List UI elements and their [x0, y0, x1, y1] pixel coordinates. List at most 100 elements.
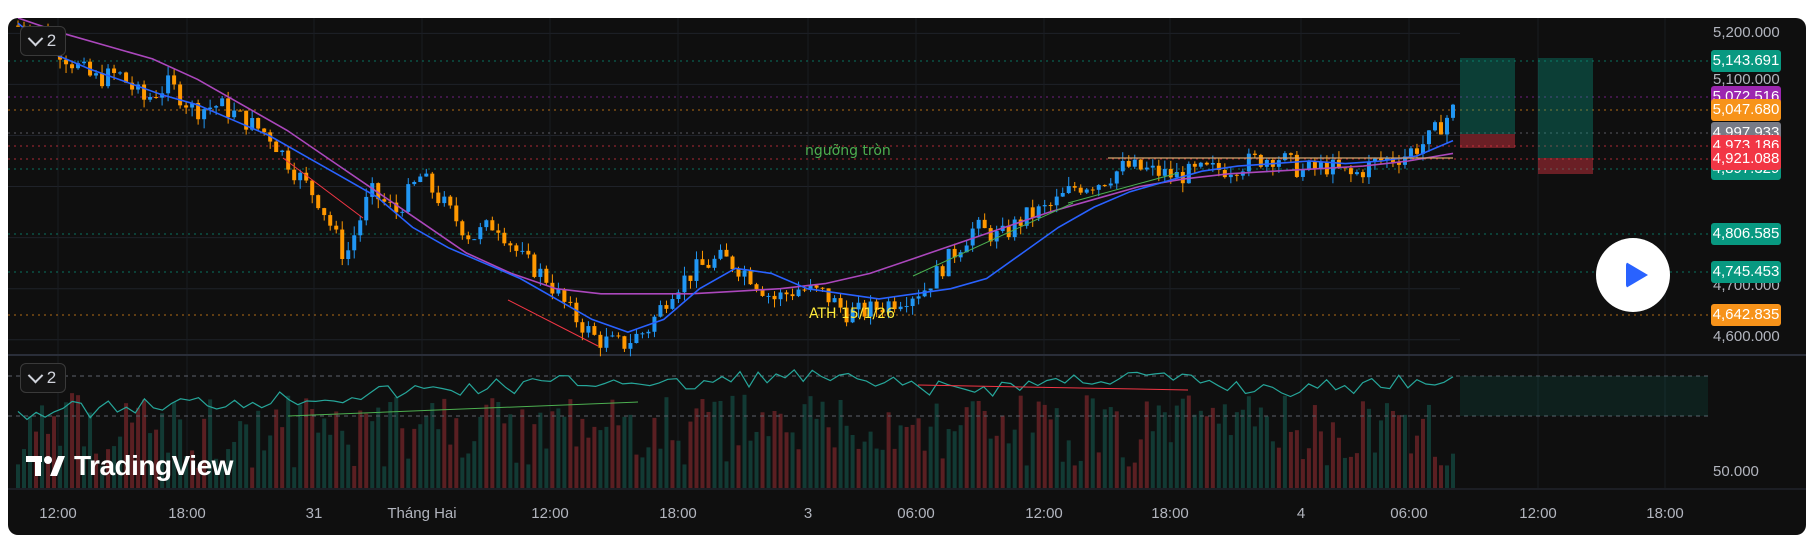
chevron-down-icon: [27, 367, 44, 383]
candle-body: [1348, 168, 1353, 175]
volume-bar: [712, 401, 717, 488]
volume-bar: [874, 448, 879, 488]
chart-canvas[interactable]: [8, 18, 1806, 535]
candle-body: [244, 110, 249, 130]
candle-body: [1408, 148, 1413, 157]
volume-bar: [502, 423, 507, 488]
candle-body: [940, 266, 945, 277]
volume-bar: [580, 418, 585, 488]
candle-body: [916, 296, 921, 299]
candle-body: [532, 254, 537, 277]
candle-body: [256, 118, 261, 129]
collapse-indicator-pane-button[interactable]: 2: [20, 363, 66, 393]
candle-body: [466, 235, 471, 240]
volume-bar: [1030, 432, 1035, 488]
candle-body: [418, 176, 423, 182]
volume-bar: [328, 434, 333, 488]
candle-body: [718, 249, 723, 259]
volume-bar: [232, 441, 237, 488]
candle-body: [976, 219, 981, 229]
price-axis-label: 5,100.000: [1713, 71, 1780, 88]
volume-bar: [736, 445, 741, 488]
volume-bar: [472, 441, 477, 488]
candle-body: [724, 249, 729, 257]
candle-body: [280, 150, 285, 153]
volume-bar: [1186, 395, 1191, 488]
time-axis-label: 12:00: [1025, 505, 1063, 522]
volume-bar: [670, 440, 675, 488]
volume-bar: [316, 432, 321, 488]
volume-bar: [352, 465, 357, 488]
volume-bar: [106, 449, 111, 488]
price-tag: 4,642.835: [1711, 304, 1781, 326]
time-axis-label: 18:00: [1151, 505, 1189, 522]
candle-body: [568, 301, 573, 303]
volume-bar: [1210, 407, 1215, 488]
long-position-stop: [1538, 158, 1593, 174]
pane-count: 2: [46, 368, 57, 387]
indicator-axis-label: 50.000: [1713, 463, 1759, 480]
candle-body: [778, 292, 783, 300]
candle-body: [1306, 161, 1311, 170]
candle-body: [958, 252, 963, 258]
volume-bar: [262, 450, 267, 488]
volume-bar: [136, 407, 141, 488]
candle-body: [982, 219, 987, 229]
candle-body: [1126, 160, 1131, 167]
candle-body: [766, 295, 771, 297]
volume-bar: [1300, 459, 1305, 488]
volume-bar: [1222, 404, 1227, 488]
volume-bar: [514, 462, 519, 488]
volume-bar: [1006, 443, 1011, 488]
volume-bar: [976, 400, 981, 488]
volume-bar: [964, 407, 969, 488]
volume-bar: [1264, 416, 1269, 488]
volume-bar: [1306, 448, 1311, 488]
volume-bar: [1036, 401, 1041, 488]
volume-bar: [1444, 465, 1449, 488]
candle-body: [1252, 153, 1257, 155]
volume-bar: [544, 448, 549, 488]
collapse-pane-button[interactable]: 2: [20, 26, 66, 56]
candle-body: [232, 110, 237, 118]
trendline: [282, 157, 364, 219]
candle-body: [262, 128, 267, 133]
volume-bar: [1372, 452, 1377, 488]
volume-bar: [1000, 415, 1005, 488]
candle-body: [202, 109, 207, 120]
volume-bar: [1054, 408, 1059, 488]
volume-bar: [250, 467, 255, 488]
candle-body: [184, 105, 189, 108]
volume-bar: [784, 432, 789, 488]
candle-body: [1006, 225, 1011, 238]
volume-bar: [1012, 429, 1017, 488]
volume-bar: [346, 444, 351, 488]
candle-body: [1144, 167, 1149, 170]
candle-body: [1451, 104, 1455, 118]
volume-bar: [1018, 395, 1023, 488]
play-icon: [1626, 262, 1648, 288]
volume-bar: [1138, 439, 1143, 488]
volume-bar: [892, 448, 897, 488]
candle-body: [886, 301, 891, 313]
candle-body: [1180, 171, 1185, 184]
volume-bar: [910, 424, 915, 488]
tradingview-logo[interactable]: TradingView: [26, 450, 233, 482]
volume-bar: [556, 408, 561, 488]
pane-count: 2: [46, 31, 57, 50]
volume-bar: [160, 413, 165, 488]
volume-bar: [1216, 423, 1221, 488]
candle-body: [1312, 161, 1317, 169]
volume-bar: [1348, 456, 1353, 488]
candle-body: [250, 118, 255, 130]
candle-body: [922, 290, 927, 297]
candle-body: [196, 102, 201, 120]
candle-body: [1384, 157, 1389, 161]
volume-bar: [664, 397, 669, 488]
volume-bar: [1336, 437, 1341, 488]
volume-bar: [154, 429, 159, 488]
volume-bar: [898, 425, 903, 488]
volume-bar: [838, 399, 843, 488]
candle-body: [736, 269, 741, 277]
replay-play-button[interactable]: [1596, 238, 1670, 312]
